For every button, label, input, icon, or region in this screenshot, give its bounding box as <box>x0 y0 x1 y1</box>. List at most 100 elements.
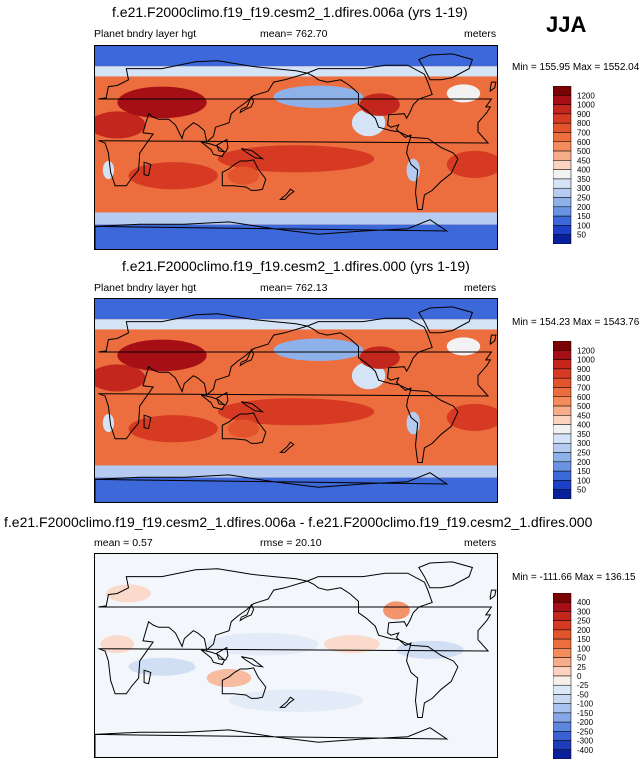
colorbar-swatch <box>553 359 572 370</box>
north-pacific-low-pbl <box>273 85 363 109</box>
coastline-2 <box>221 412 267 444</box>
colorbar-swatch <box>553 122 572 133</box>
panel-1-title: f.e21.F2000climo.f19_f19.cesm2_1.dfires.… <box>112 4 468 20</box>
colorbar-tick-label: 1000 <box>577 356 595 365</box>
coastline-9 <box>279 696 295 708</box>
east-pacific-low <box>351 109 386 137</box>
west-pacific-negative <box>206 632 319 656</box>
colorbar-swatch <box>553 387 572 398</box>
colorbar-swatch <box>553 461 572 472</box>
north-america-positive <box>383 601 410 620</box>
colorbar-tick-label: 150 <box>577 212 591 221</box>
colorbar-tick-label: 1000 <box>577 101 595 110</box>
colorbar-tick-label: 200 <box>577 626 591 635</box>
colorbar-swatch <box>553 113 572 124</box>
arctic-low-pbl <box>95 299 497 320</box>
coastline-11 <box>143 414 152 430</box>
colorbar-swatch <box>553 234 572 244</box>
coastlines <box>95 561 497 757</box>
colorbar-tick-label: 900 <box>577 110 591 119</box>
coastline-4 <box>95 472 449 502</box>
colorbar-swatch <box>553 480 572 490</box>
panel-2-minmax: Min = 154.23 Max = 1543.76 <box>512 317 640 328</box>
colorbar-swatch <box>553 169 572 180</box>
coastline-0 <box>98 568 493 695</box>
colorbar-tick-label: 50 <box>577 231 586 240</box>
colorbar-swatch <box>553 150 572 161</box>
east-pacific-low <box>351 362 386 390</box>
peru-coast-low <box>406 411 420 435</box>
colorbar-swatch <box>553 657 572 668</box>
eurasia-positive <box>106 584 151 603</box>
season-label: JJA <box>546 12 587 37</box>
panel-1-colorbar: 1200100090080070060050045040035030025020… <box>553 86 595 244</box>
colorbar-tick-label: -50 <box>577 690 589 699</box>
panel-2-units-label: meters <box>464 282 497 294</box>
colorbar-swatch <box>553 225 572 235</box>
south-pacific-negative <box>229 689 363 712</box>
colorbar-tick-label: 500 <box>577 402 591 411</box>
colorbar-swatch <box>553 684 572 695</box>
sahara-high <box>95 364 146 392</box>
sahara-high <box>95 111 146 139</box>
colorbar-swatch <box>553 206 572 217</box>
colorbar-tick-label: 300 <box>577 607 591 616</box>
north-atlantic-low <box>446 84 481 103</box>
coastline-6 <box>200 141 226 158</box>
north-pacific-low-pbl <box>273 338 363 362</box>
coastline-6 <box>200 649 226 666</box>
coastline-11 <box>143 161 152 177</box>
colorbar-swatch <box>553 350 572 360</box>
colorbar-tick-label: 800 <box>577 119 591 128</box>
colorbar-swatch <box>553 442 572 453</box>
coastline-8 <box>240 401 265 413</box>
coastline-8 <box>240 656 265 668</box>
colorbar-tick-label: -100 <box>577 700 594 709</box>
colorbar-swatch <box>553 368 572 379</box>
colorbar-swatch <box>553 178 572 189</box>
panel-1-mean-label: mean= 762.70 <box>260 28 328 40</box>
colorbar-swatch <box>553 601 572 612</box>
australia-interior <box>227 419 260 438</box>
colorbar-swatch <box>553 675 572 686</box>
panel-3-rmse-label: rmse = 20.10 <box>260 537 322 549</box>
colorbar-tick-label: 500 <box>577 147 591 156</box>
colorbar-swatch <box>553 703 572 714</box>
coastline-0 <box>98 60 493 187</box>
indian-ocean-high <box>128 415 218 443</box>
colorbar-swatch <box>553 611 572 621</box>
australia-interior <box>227 166 260 185</box>
colorbar-tick-label: 50 <box>577 486 586 495</box>
colorbar-swatch <box>553 452 572 463</box>
east-pacific-positive <box>323 635 380 654</box>
coastline-10 <box>489 81 497 93</box>
colorbar-tick-label: -250 <box>577 727 594 736</box>
colorbar-tick-label: 100 <box>577 644 591 653</box>
coastline-10 <box>489 334 497 346</box>
panel-3-mean-label: mean = 0.57 <box>94 537 153 549</box>
colorbar-swatch <box>553 712 572 723</box>
colorbar-tick-label: -25 <box>577 681 589 690</box>
colorbar-tick-label: 400 <box>577 598 591 607</box>
colorbar-tick-label: 800 <box>577 374 591 383</box>
colorbar-tick-label: 350 <box>577 175 591 184</box>
colorbar-swatch <box>553 95 572 105</box>
colorbar-swatch <box>553 197 572 208</box>
panel-1-variable-label: Planet bndry layer hgt <box>94 28 197 40</box>
colorbar-swatch <box>553 160 572 170</box>
indian-ocean-negative <box>128 657 196 676</box>
coastline-3 <box>418 306 474 334</box>
coastline-4 <box>95 727 449 757</box>
colorbar-swatch <box>553 415 572 425</box>
coastline-6 <box>200 394 226 411</box>
panel-2-map <box>94 298 498 503</box>
us-southwest-high <box>359 93 400 116</box>
arctic-low-pbl <box>95 46 497 67</box>
colorbar-swatch <box>553 629 572 640</box>
colorbar-tick-label: 400 <box>577 166 591 175</box>
coastline-8 <box>240 148 265 160</box>
coastlines <box>95 306 497 502</box>
colorbar-swatch <box>553 396 572 407</box>
antarctic-low-pbl <box>95 477 497 502</box>
panel-3-title: f.e21.F2000climo.f19_f19.cesm2_1.dfires.… <box>4 514 593 530</box>
